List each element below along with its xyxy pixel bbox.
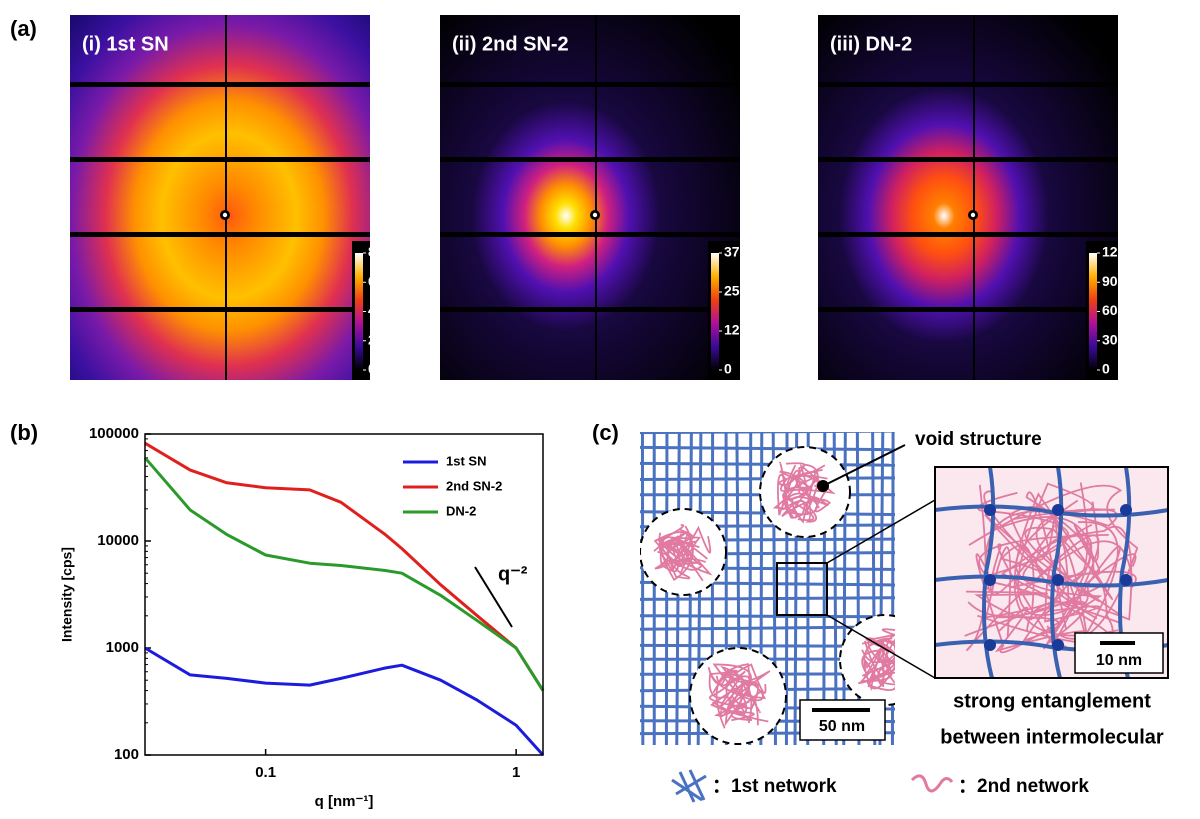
colorbar (711, 253, 719, 370)
beamstop-line (595, 15, 597, 380)
colorbar-tick-label: 12000 (1102, 244, 1141, 260)
crosslink (1052, 574, 1064, 586)
image-title: (iii) DN-2 (830, 33, 912, 55)
colorbar (355, 253, 363, 370)
colorbar-tick-label: 200 (368, 331, 392, 347)
detector-gap (70, 82, 370, 87)
crosslink (984, 639, 996, 651)
network: 50 nm (640, 431, 930, 752)
line-chart: 100 1000 10000 100000 0.1 1 1st SN 2nd SN-2 DN-2… (59, 425, 543, 810)
crosslink (984, 574, 996, 586)
colorbar-tick-label: 0 (368, 361, 376, 377)
legend-label: DN-2 (446, 503, 476, 518)
scattering-images: (i) 1st SN 0 200 400 600 800 (ii) 2nd SN-2 0 125… (70, 15, 1141, 380)
beamstop-line (973, 15, 975, 380)
slope-annotation: q⁻² (498, 563, 528, 585)
pattern-image (440, 15, 740, 380)
legend-label: ：2nd network (958, 776, 1089, 797)
crosslink (1052, 504, 1064, 516)
colorbar-tick-label: 9000 (1102, 273, 1133, 289)
legend-label: 1st SN (446, 453, 486, 468)
detector-gap (818, 307, 1118, 312)
image-title: (i) 1st SN (82, 33, 169, 55)
colorbar-tick-label: 12500 (724, 322, 763, 338)
image-title: (ii) 2nd SN-2 (452, 33, 569, 55)
detector-gap (440, 307, 740, 312)
beamstop-line (225, 15, 227, 380)
network-strand (857, 432, 859, 745)
colorbar-tick-label: 600 (368, 273, 392, 289)
panel-label: (a) (10, 16, 37, 41)
colorbar-tick-label: 6000 (1102, 302, 1133, 318)
network-strand (640, 616, 895, 617)
detector-gap (70, 157, 370, 162)
colorbar-tick-label: 37500 (724, 244, 763, 260)
pattern-image (70, 15, 370, 380)
crosslink (1052, 639, 1064, 651)
colorbar-tick-label: 0 (724, 361, 732, 377)
colorbar (1089, 253, 1097, 370)
legend-icon (672, 770, 706, 802)
crosslink (1120, 504, 1132, 516)
network-strand (640, 750, 895, 751)
caption: strong entanglement (953, 690, 1151, 712)
colorbar-tick-label: 3000 (1102, 331, 1133, 347)
x-tick-label: 1 (512, 764, 520, 781)
y-tick-label: 100000 (89, 425, 139, 442)
legend-icon (912, 776, 952, 791)
x-axis-label: q [nm⁻¹] (315, 793, 374, 810)
panel-label: (c) (592, 420, 619, 445)
beam-center (223, 213, 227, 217)
scale-label: 50 nm (819, 718, 865, 735)
detector-gap (818, 157, 1118, 162)
detector-gap (440, 232, 740, 237)
y-axis-label: Intensity [cps] (59, 547, 75, 642)
crosslink (1120, 574, 1132, 586)
detector-gap (70, 307, 370, 312)
colorbar-tick-label: 0 (1102, 361, 1110, 377)
y-tick-label: 10000 (97, 532, 139, 549)
scale-label: 10 nm (1096, 652, 1142, 669)
schematic: 50 nm void structure 10 nm strong entanglem… (640, 429, 1168, 802)
legend-label: 2nd SN-2 (446, 478, 502, 493)
colorbar-tick-label: 25000 (724, 283, 763, 299)
beam-center (971, 213, 975, 217)
y-tick-label: 1000 (106, 639, 139, 656)
beam-center (593, 213, 597, 217)
crosslink (984, 504, 996, 516)
y-tick-label: 100 (114, 746, 139, 763)
detector-gap (440, 157, 740, 162)
pattern-image (818, 15, 1118, 380)
panel-label: (b) (10, 420, 38, 445)
x-tick-label: 0.1 (255, 764, 276, 781)
colorbar-tick-label: 800 (368, 244, 392, 260)
series-line (145, 648, 543, 755)
legend-label: ：1st network (712, 776, 837, 797)
detector-gap (70, 232, 370, 237)
detector-gap (818, 232, 1118, 237)
colorbar-tick-label: 400 (368, 302, 392, 318)
detector-gap (440, 82, 740, 87)
caption: between intermolecular (940, 726, 1164, 748)
callout-label: void structure (915, 429, 1042, 450)
detector-gap (818, 82, 1118, 87)
